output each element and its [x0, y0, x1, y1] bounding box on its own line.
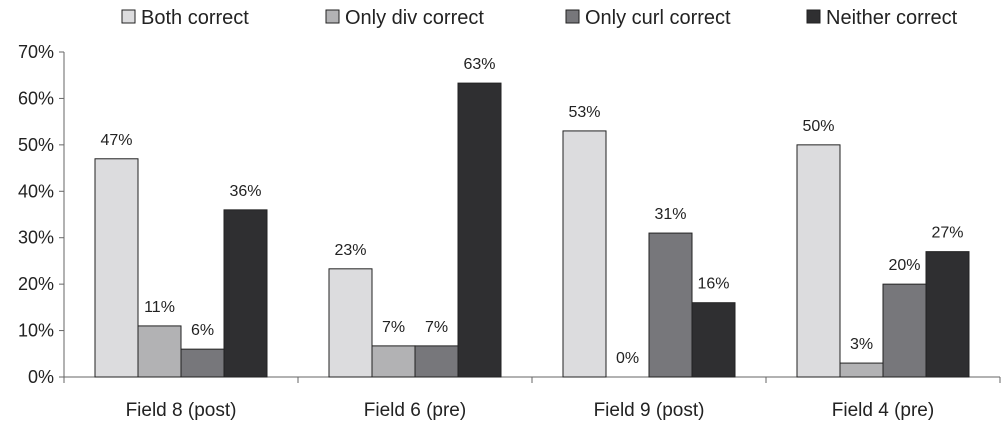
legend-label: Both correct [141, 7, 249, 29]
data-label: 20% [888, 257, 920, 274]
legend-item: Only div correct [325, 7, 484, 29]
y-tick-label: 50% [18, 135, 54, 155]
y-tick-label: 40% [18, 181, 54, 201]
bar [414, 345, 459, 378]
bar [562, 130, 607, 378]
data-label: 0% [616, 350, 639, 367]
bar [180, 348, 225, 378]
bar [882, 283, 927, 378]
x-category-label: Field 8 (post) [126, 400, 237, 421]
data-label: 31% [654, 206, 686, 223]
data-label: 11% [144, 299, 175, 316]
bar [94, 158, 139, 378]
data-label: 23% [334, 242, 366, 259]
legend-item: Only curl correct [565, 7, 731, 29]
legend-item: Both correct [121, 7, 249, 29]
data-label: 50% [802, 118, 834, 135]
bar [925, 251, 970, 378]
data-label: 47% [100, 132, 132, 149]
data-label: 7% [425, 319, 448, 336]
bar [839, 362, 884, 378]
data-label: 16% [697, 276, 729, 293]
data-label: 27% [931, 225, 963, 242]
bar [328, 268, 373, 378]
x-axis: Field 8 (post) Field 6 (pre) Field 9 (post… [63, 376, 1001, 421]
y-tick-label: 70% [18, 42, 54, 62]
data-label: 3% [850, 336, 873, 353]
x-category-label: Field 9 (post) [594, 400, 705, 421]
x-category-label: Field 6 (pre) [364, 400, 466, 421]
bar [371, 345, 416, 378]
data-label: 7% [382, 319, 405, 336]
x-category-label: Field 4 (pre) [832, 400, 934, 421]
y-tick-label: 30% [18, 228, 54, 248]
y-axis: 0% 10% 20% 30% 40% 50% 60% 70% [18, 42, 65, 387]
bar [796, 144, 841, 378]
y-tick-label: 60% [18, 88, 54, 108]
legend-swatch [325, 9, 340, 24]
y-tick-label: 10% [18, 321, 54, 341]
legend-swatch [806, 9, 821, 24]
legend-label: Only curl correct [585, 7, 731, 29]
bars [94, 82, 970, 378]
data-label: 36% [229, 183, 261, 200]
legend-item: Neither correct [806, 7, 958, 29]
bar [137, 325, 182, 378]
y-tick-label: 0% [28, 367, 54, 387]
y-tick-label: 20% [18, 274, 54, 294]
bar [223, 209, 268, 378]
data-label: 53% [568, 104, 600, 121]
legend-swatch [565, 9, 580, 24]
bar [691, 302, 736, 378]
legend-label: Only div correct [345, 7, 484, 29]
data-label: 6% [191, 322, 214, 339]
bar [648, 232, 693, 378]
legend-swatch [121, 9, 136, 24]
legend-label: Neither correct [826, 7, 958, 29]
data-label: 63% [463, 56, 495, 73]
bar [457, 82, 502, 378]
legend: Both correct Only div correct Only curl co… [121, 7, 958, 29]
data-labels: 47% 11% 6% 36% 23% 7% 7% 63% 53% 0% 31% 16% 50% 3% 20%… [100, 56, 963, 367]
